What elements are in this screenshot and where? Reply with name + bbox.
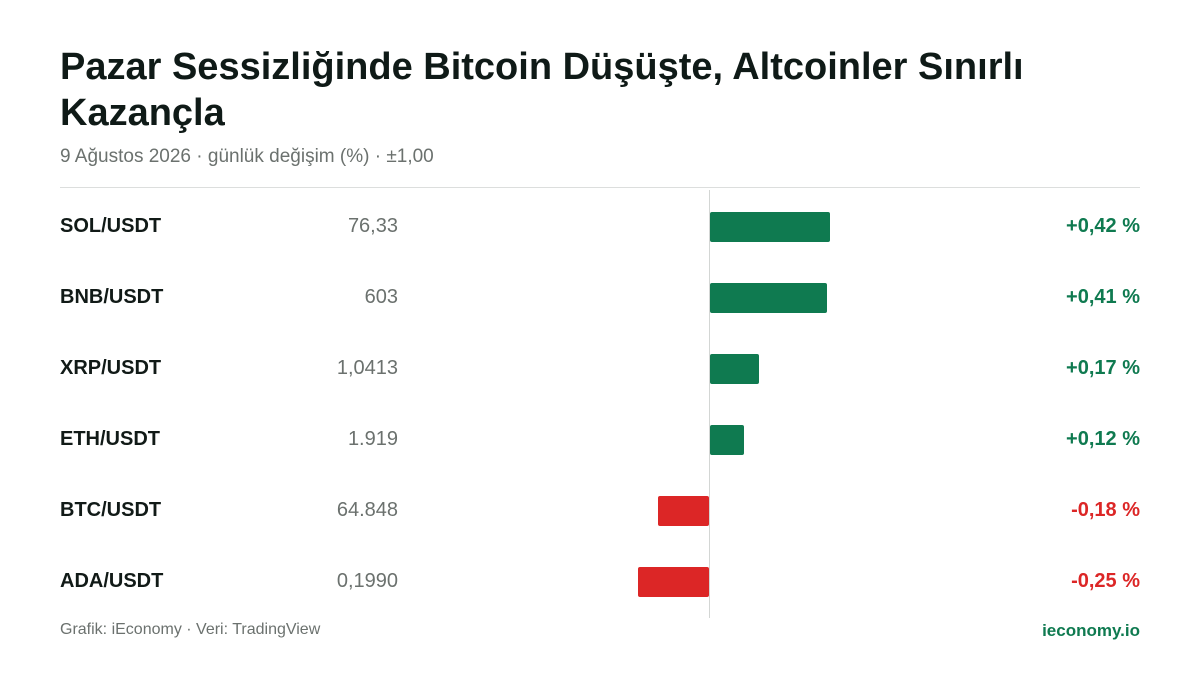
change-bar <box>710 212 831 242</box>
change-bar <box>710 354 759 384</box>
change-label: +0,42 % <box>1066 215 1140 237</box>
chart-row: SOL/USDT 76,33 +0,42 % <box>0 191 1200 262</box>
change-label: +0,17 % <box>1066 357 1140 379</box>
page-title: Pazar Sessizliğinde Bitcoin Düşüşte, Alt… <box>60 46 1024 134</box>
change-bar <box>657 496 709 526</box>
chart-row: BNB/USDT 603 +0,41 % <box>0 262 1200 333</box>
chart-subtitle: 9 Ağustos 2026 · günlük değişim (%) · ±1… <box>60 146 434 167</box>
chart-row: ADA/USDT 0,1990 -0,25 % <box>0 546 1200 617</box>
change-label: -0,18 % <box>1071 499 1140 521</box>
price-value: 1.919 <box>347 428 398 450</box>
header-divider <box>60 187 1140 188</box>
chart-row: BTC/USDT 64.848 -0,18 % <box>0 475 1200 546</box>
change-bar <box>710 283 828 313</box>
zero-axis-line <box>709 190 710 618</box>
change-bar <box>637 567 709 597</box>
pair-label: BTC/USDT <box>60 499 162 521</box>
chart-row: XRP/USDT 1,0413 +0,17 % <box>0 333 1200 404</box>
price-value: 76,33 <box>347 215 398 237</box>
price-value: 1,0413 <box>336 357 398 379</box>
pair-label: ETH/USDT <box>60 428 160 450</box>
pair-label: SOL/USDT <box>60 215 162 237</box>
change-label: -0,25 % <box>1071 570 1140 592</box>
pair-label: XRP/USDT <box>60 357 162 379</box>
pair-label: BNB/USDT <box>60 286 164 308</box>
brand-link[interactable]: ieconomy.io <box>1042 621 1140 640</box>
change-bar <box>710 425 745 455</box>
change-label: +0,12 % <box>1066 428 1140 450</box>
source-credit: Grafik: iEconomy · Veri: TradingView <box>60 621 321 638</box>
pair-label: ADA/USDT <box>60 570 164 592</box>
price-value: 0,1990 <box>336 570 398 592</box>
change-label: +0,41 % <box>1066 286 1140 308</box>
price-value: 64.848 <box>336 499 398 521</box>
price-value: 603 <box>364 286 398 308</box>
chart-row: ETH/USDT 1.919 +0,12 % <box>0 404 1200 475</box>
